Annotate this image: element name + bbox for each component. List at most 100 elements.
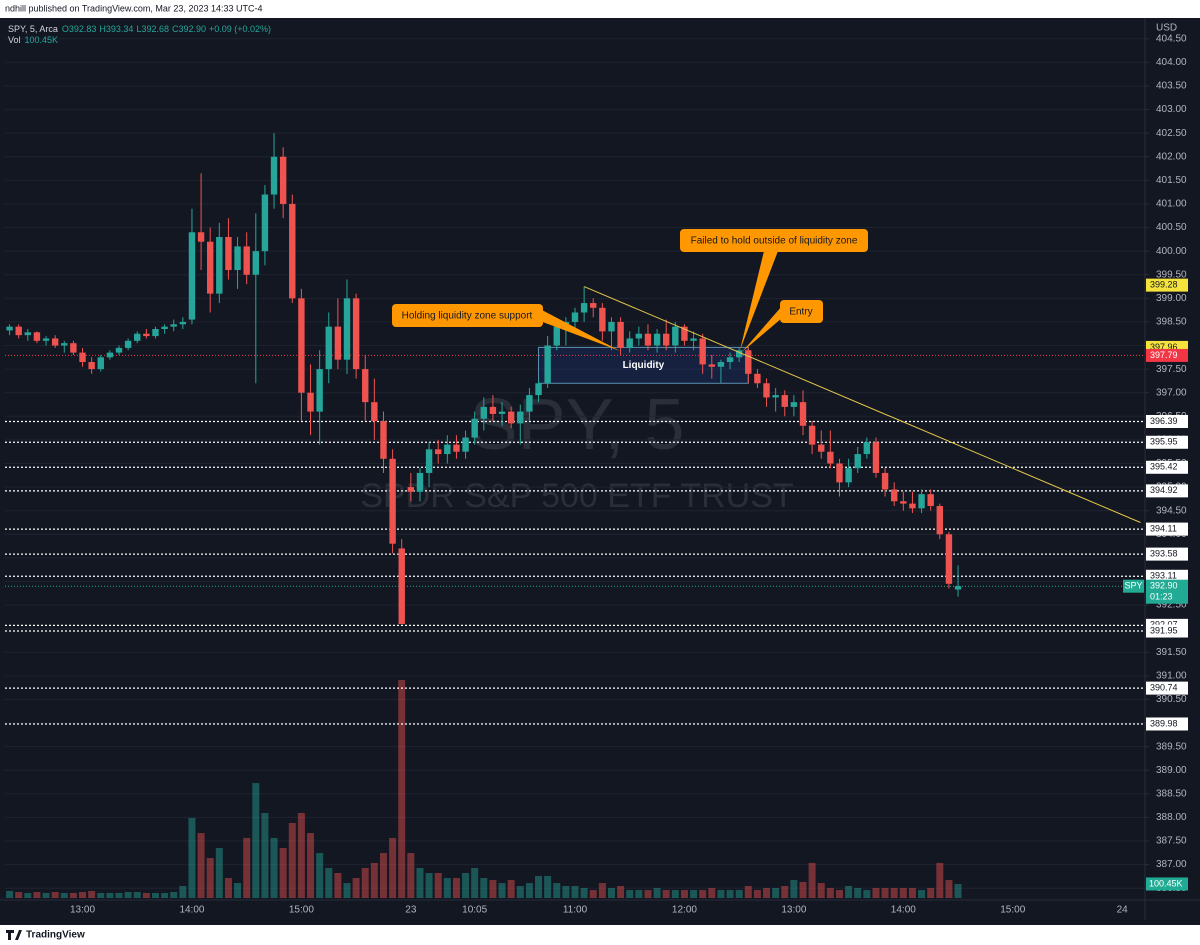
volume-bar — [389, 837, 397, 898]
callout-pointer — [742, 306, 782, 352]
volume-bar — [918, 890, 926, 898]
candle-body — [88, 362, 95, 370]
volume-bar — [890, 887, 898, 898]
x-tick-label: 10:05 — [462, 905, 487, 916]
candle-body — [599, 307, 606, 332]
footer-text: TradingView — [26, 930, 85, 941]
price-level-label: 390.74 — [1150, 682, 1178, 692]
last-price-symbol-box — [1123, 579, 1144, 593]
y-tick-label: 387.00 — [1156, 859, 1187, 870]
candle-body — [270, 156, 278, 195]
volume-bar — [452, 878, 460, 898]
candle-body — [745, 350, 752, 374]
candle-body — [380, 421, 387, 459]
price-tags: 396.39 395.95 395.42 394.92 394.11 393.58 393.… — [1123, 278, 1188, 891]
volume-bar — [763, 887, 771, 898]
volume-bar — [316, 853, 324, 898]
price-level-tag — [1146, 415, 1188, 429]
candle-body — [134, 333, 141, 341]
y-tick-label: 391.50 — [1156, 647, 1187, 658]
candle-body — [279, 156, 287, 204]
volume-bar — [206, 858, 214, 898]
candle-body — [790, 402, 798, 407]
candle-body — [580, 303, 588, 313]
candle-body — [261, 194, 269, 252]
volume-bar — [79, 891, 87, 898]
volume-bar — [936, 862, 944, 898]
volume-bar — [170, 891, 178, 898]
legend-value: L392.68 — [136, 24, 169, 34]
candle-body — [927, 494, 934, 506]
candle-body — [672, 326, 679, 346]
volume-bar — [717, 890, 725, 898]
callout-box — [680, 229, 868, 252]
price-level-label: 395.42 — [1150, 462, 1178, 472]
volume-bar — [571, 885, 579, 898]
volume-bar — [854, 887, 862, 898]
price-level-label: 396.39 — [1150, 416, 1178, 426]
callout-box — [780, 300, 823, 323]
price-tag — [1146, 278, 1188, 292]
volume-bar — [279, 848, 287, 898]
candle-body — [954, 586, 962, 590]
candle-body — [444, 444, 451, 455]
candle-body — [881, 472, 889, 490]
candle-body — [663, 333, 670, 346]
candle-body — [754, 373, 761, 384]
candle-body — [170, 324, 177, 327]
candle-body — [398, 548, 405, 624]
x-tick-label: 23 — [405, 905, 417, 916]
legend-value: H393.34 — [99, 24, 133, 34]
y-tick-label: 404.00 — [1156, 57, 1187, 68]
x-tick-label: 15:00 — [289, 905, 314, 916]
candle-body — [507, 411, 515, 424]
watermark-subtitle: SPDR S&P 500 ETF TRUST — [360, 477, 793, 515]
volume-bar — [197, 833, 205, 898]
trendline — [583, 286, 1141, 523]
candle-body — [435, 449, 442, 455]
candle-body — [161, 326, 168, 330]
y-tick-label: 399.50 — [1156, 269, 1187, 280]
candle-body — [526, 395, 533, 412]
volume-bar — [498, 883, 506, 898]
volume-bar — [781, 885, 789, 898]
y-tick-label: 388.50 — [1156, 788, 1187, 799]
volume-bar — [753, 890, 761, 898]
volume-bar — [726, 890, 734, 898]
legend-symbol: SPY, 5, Arca — [8, 24, 58, 34]
volume-bar — [6, 891, 14, 898]
last-price-countdown: 01:23 — [1150, 592, 1173, 602]
legend-volume-label: Vol — [8, 35, 21, 45]
candle-body — [808, 425, 816, 445]
volume-bar — [598, 883, 606, 898]
x-tick-label: 14:00 — [179, 905, 204, 916]
volume-bar — [562, 885, 570, 898]
volume-bar — [307, 833, 315, 898]
candle-body — [936, 505, 943, 535]
candle-body — [571, 312, 579, 322]
volume-bar — [106, 892, 114, 898]
candle-body — [225, 236, 232, 271]
volume-bar — [544, 875, 552, 898]
candle-body — [836, 463, 843, 483]
candle-body — [498, 411, 506, 414]
price-level-label: 395.95 — [1150, 437, 1178, 447]
candle-body — [70, 343, 77, 353]
volume-bar — [270, 837, 278, 898]
volume-bar — [626, 890, 634, 898]
candle-body — [818, 444, 825, 452]
candle-body — [207, 241, 214, 294]
candle-body — [179, 321, 187, 325]
candle-body — [544, 345, 551, 384]
volume-bar — [161, 892, 169, 898]
volume-tag-label: 100.45K — [1149, 878, 1183, 888]
legend-volume-value: 100.45K — [25, 35, 59, 45]
candle-body — [33, 332, 41, 341]
candle-body — [945, 534, 953, 584]
volume-bar — [881, 887, 889, 898]
candle-body — [845, 468, 852, 483]
candle-body — [653, 333, 661, 346]
legend-value: O392.83 — [62, 24, 97, 34]
